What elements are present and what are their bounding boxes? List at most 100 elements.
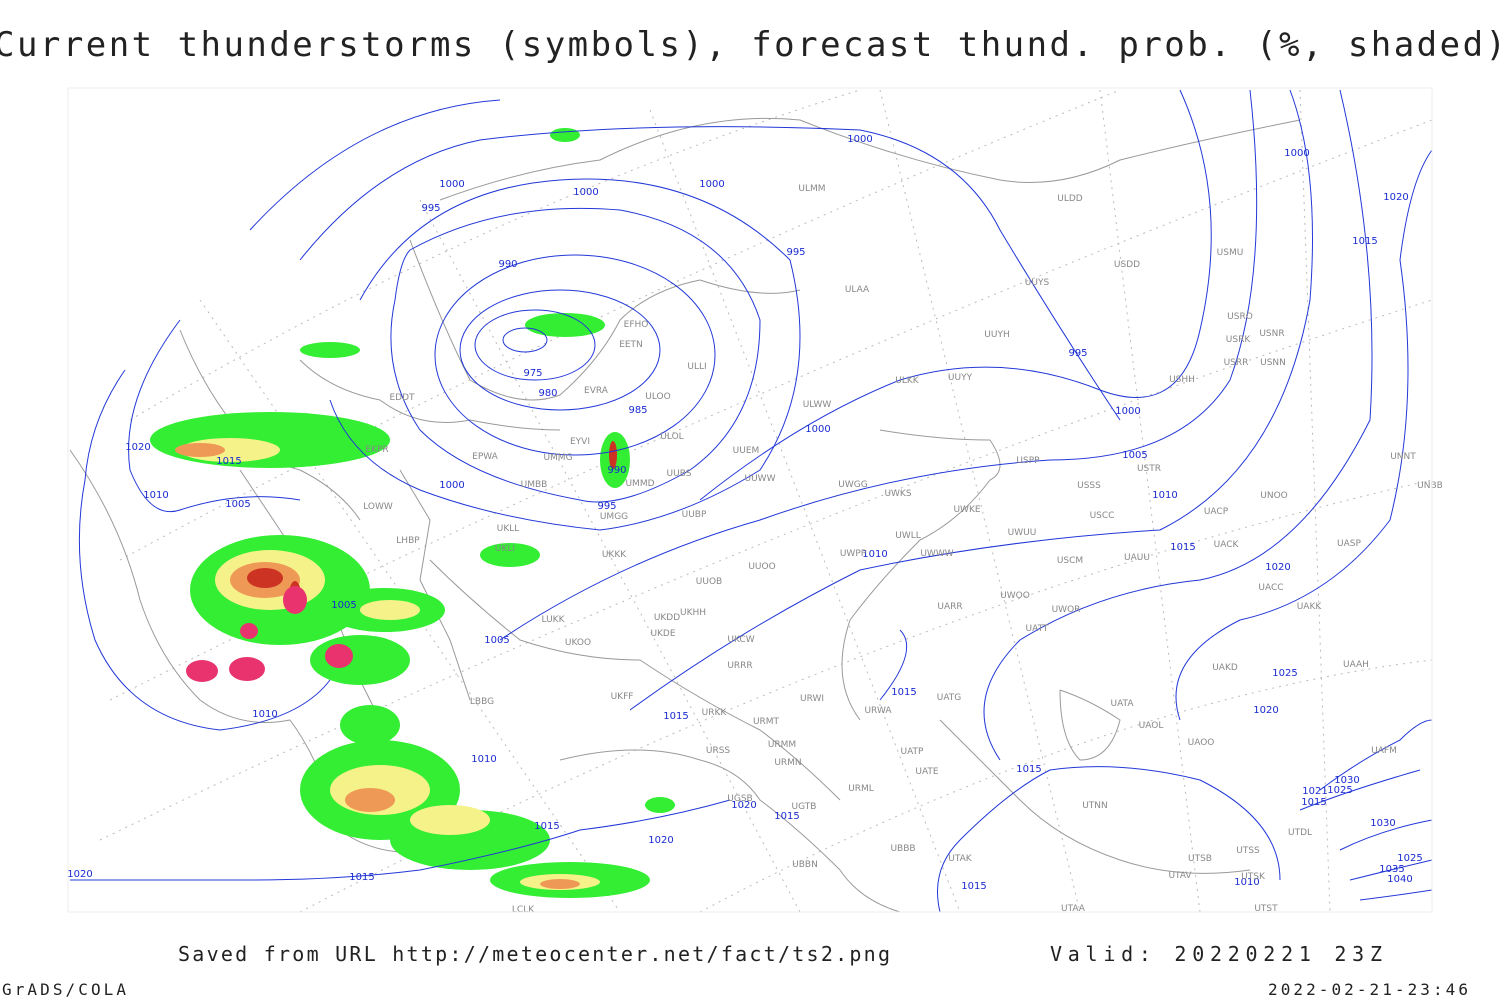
isobar-label: 1030 xyxy=(1370,818,1395,829)
station-label: USSS xyxy=(1077,481,1101,491)
station-label: UGTB xyxy=(792,802,817,812)
station-label: USCM xyxy=(1057,556,1083,566)
isobar-label: 1021 xyxy=(1302,786,1327,797)
isobar-label: 1000 xyxy=(1115,406,1140,417)
station-label: USMU xyxy=(1217,248,1244,258)
isobar-label: 1015 xyxy=(534,821,559,832)
isobar-label: 1000 xyxy=(573,187,598,198)
station-label: ULMM xyxy=(798,184,825,194)
station-label: USRK xyxy=(1226,335,1252,345)
station-label: UWOR xyxy=(1052,605,1081,615)
station-label: UWKE xyxy=(953,505,980,515)
station-label: LOWW xyxy=(363,502,393,512)
isobar-label: 1000 xyxy=(699,179,724,190)
station-label: ULLI xyxy=(687,362,706,372)
station-label: LHBP xyxy=(396,536,420,546)
isobar-label: 990 xyxy=(498,259,517,270)
isobar-label: 1020 xyxy=(1253,705,1278,716)
station-labels: ULMM ULDD USDD USMU UUYS ULAA USRO USRK USNR UUYH… xyxy=(363,184,1443,915)
isobar-label: 1015 xyxy=(349,872,374,883)
isobar-label: 995 xyxy=(597,501,616,512)
station-label: UUWW xyxy=(745,474,776,484)
station-label: UGSB xyxy=(727,794,752,804)
isobars xyxy=(70,89,1433,913)
station-label: UUYH xyxy=(984,330,1009,340)
station-label: UAKK xyxy=(1297,602,1323,612)
station-label: URWA xyxy=(864,706,892,716)
station-label: URMM xyxy=(768,740,796,750)
isobar-label: 1000 xyxy=(1284,148,1309,159)
isobar-label: 1020 xyxy=(1383,192,1408,203)
station-label: UBBN xyxy=(792,860,818,870)
source-url: Saved from URL http://meteocenter.net/fa… xyxy=(178,942,890,966)
isobar-label: 1005 xyxy=(331,600,356,611)
station-label: USPP xyxy=(1016,456,1040,466)
isobar-label: 1000 xyxy=(439,179,464,190)
station-label: UKCW xyxy=(727,635,754,645)
station-label: UKHH xyxy=(680,608,706,618)
station-label: EFHO xyxy=(624,320,649,330)
isobar-label: 1015 xyxy=(216,456,241,467)
station-label: ULOL xyxy=(660,432,683,442)
isobar-label: 1015 xyxy=(774,811,799,822)
station-label: UAUU xyxy=(1124,553,1150,563)
station-label: ULKK xyxy=(895,376,920,386)
station-label: EYVI xyxy=(570,437,590,447)
isobar-label: 975 xyxy=(523,368,542,379)
station-label: USCC xyxy=(1090,511,1115,521)
station-label: UKKK xyxy=(602,550,627,560)
station-label: UAOO xyxy=(1188,738,1215,748)
station-label: UUOB xyxy=(696,577,722,587)
station-label: UWPP xyxy=(840,549,867,559)
station-label: UUYY xyxy=(948,373,973,383)
station-label: UAFM xyxy=(1371,746,1397,756)
isobar-label: 1000 xyxy=(805,424,830,435)
station-label: LCLK xyxy=(512,905,535,915)
station-label: UARR xyxy=(937,602,962,612)
isobar-label: 1020 xyxy=(731,800,756,811)
isobar-label: 1035 xyxy=(1379,864,1404,875)
station-label: UTST xyxy=(1254,904,1278,914)
station-label: ULDD xyxy=(1057,194,1083,204)
software-credit: GrADS/COLA xyxy=(2,980,126,999)
station-label: UNNT xyxy=(1390,452,1416,462)
title: Current thunderstorms (symbols), forecas… xyxy=(0,25,1500,65)
isobar-label: 1015 xyxy=(891,687,916,698)
isobar-label: 1005 xyxy=(1122,450,1147,461)
isobar-label: 1040 xyxy=(1387,874,1412,885)
station-label: USNR xyxy=(1259,329,1284,339)
station-label: URMN xyxy=(774,758,801,768)
station-label: UTAA xyxy=(1061,904,1086,914)
isobar-label: 1020 xyxy=(67,869,92,880)
station-label: URRR xyxy=(727,661,752,671)
station-label: UUOO xyxy=(748,562,775,572)
isobar-label: 990 xyxy=(607,465,626,476)
station-label: UWLL xyxy=(895,531,921,541)
isobar-label: 1020 xyxy=(648,835,673,846)
station-label: ULWW xyxy=(803,400,832,410)
isobar-label: 995 xyxy=(786,247,805,258)
station-label: UTSS xyxy=(1236,846,1260,856)
station-label: URKK xyxy=(702,708,728,718)
isobar-label: 1000 xyxy=(439,480,464,491)
station-label: UBBB xyxy=(890,844,915,854)
isobar-label: 1010 xyxy=(252,709,277,720)
station-label: UATA xyxy=(1110,699,1134,709)
station-label: LBBG xyxy=(470,697,494,707)
station-label: UACK xyxy=(1214,540,1240,550)
station-label: USNN xyxy=(1260,358,1286,368)
station-label: EVRA xyxy=(584,386,609,396)
station-label: USRO xyxy=(1227,312,1253,322)
station-label: UTDL xyxy=(1288,828,1312,838)
station-label: UAAH xyxy=(1343,660,1369,670)
valid-time: Valid: 20220221 23Z xyxy=(1050,942,1382,966)
isobar-label: 1015 xyxy=(1301,797,1326,808)
station-label: URSS xyxy=(706,746,731,756)
station-label: UKLI xyxy=(495,544,515,554)
station-label: UKLL xyxy=(497,524,520,534)
isobar-labels: 1000 1000 1000 1000 995 995 990 975 980 985 995 100… xyxy=(67,134,1422,892)
station-label: UKDD xyxy=(654,613,680,623)
station-label: URMT xyxy=(753,717,780,727)
